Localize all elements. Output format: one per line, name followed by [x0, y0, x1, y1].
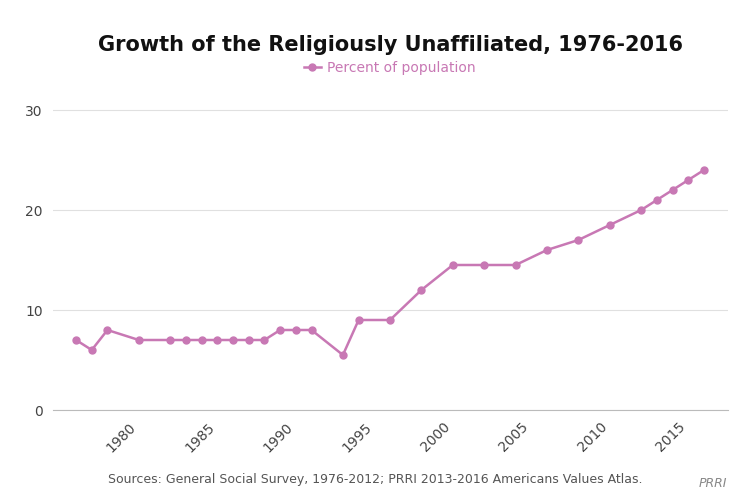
Legend: Percent of population: Percent of population [298, 56, 482, 80]
Title: Growth of the Religiously Unaffiliated, 1976-2016: Growth of the Religiously Unaffiliated, … [98, 35, 682, 55]
Text: Sources: General Social Survey, 1976-2012; PRRI 2013-2016 Americans Values Atlas: Sources: General Social Survey, 1976-201… [108, 472, 642, 486]
Text: PRRI: PRRI [699, 477, 728, 490]
